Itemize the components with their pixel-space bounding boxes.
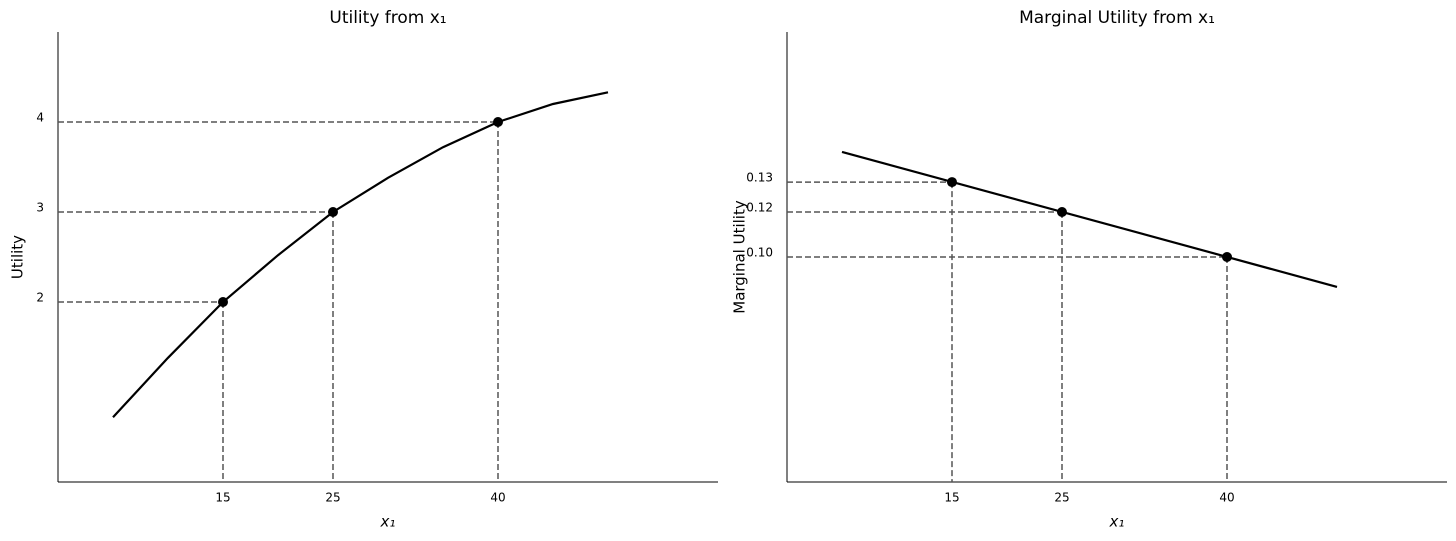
point <box>1057 207 1067 217</box>
curve <box>112 91 609 418</box>
chart-title: Utility from x₁ <box>329 8 446 28</box>
x-axis-label: x₁ <box>1109 513 1125 531</box>
y-tick-label: 4 <box>36 111 44 125</box>
y-tick-label: 3 <box>36 201 44 215</box>
y-tick-label: 2 <box>36 291 44 305</box>
point <box>493 117 503 127</box>
x-tick-label: 25 <box>325 491 340 505</box>
point <box>947 177 957 188</box>
x-axis-label: x₁ <box>380 513 396 531</box>
y-axis-label: Utility <box>9 235 27 279</box>
point <box>218 297 228 307</box>
x-tick-label: 15 <box>944 491 959 505</box>
x-tick-label: 40 <box>1219 491 1234 505</box>
y-tick-label: 0.13 <box>746 171 773 185</box>
x-tick-label: 40 <box>490 491 505 505</box>
x-tick-label: 25 <box>1054 491 1069 505</box>
point <box>1222 252 1232 262</box>
chart-title: Marginal Utility from x₁ <box>1019 8 1215 28</box>
y-tick-label: 0.10 <box>746 246 773 260</box>
curve <box>841 150 1338 288</box>
point <box>328 207 338 217</box>
y-tick-label: 0.12 <box>746 201 773 215</box>
y-axis-label: Marginal Utility <box>731 200 749 314</box>
x-tick-label: 15 <box>215 491 230 505</box>
